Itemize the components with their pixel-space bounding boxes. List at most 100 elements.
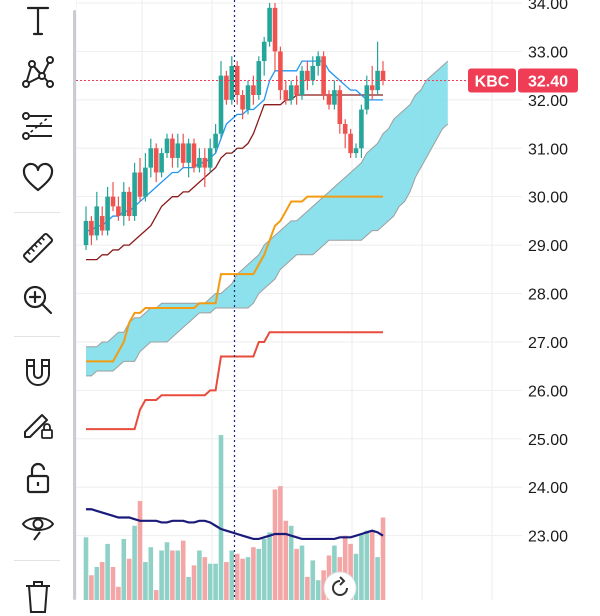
unlock-icon [26,462,50,494]
text-icon [26,6,50,36]
volume-bar [94,567,100,600]
candle-body [321,56,326,95]
volume-bar [224,562,229,600]
candle-body [164,138,170,154]
volume-bar [207,563,213,600]
ichimoku-cloud [86,60,449,377]
candle-body [310,65,316,81]
zoom-tool[interactable] [18,280,58,320]
pencil-lock-icon [24,414,53,439]
volume-bar [170,550,175,600]
candle-body [224,75,229,100]
price-chart[interactable]: 34.00 33.00 32.00 31.00 30.00 29.00 28.00 27.00… [76,0,600,600]
volume-bar [153,590,159,600]
volume-bar [126,558,132,600]
volume-bar [121,538,127,600]
ruler-tool[interactable] [18,228,58,268]
volume-bar [380,517,386,600]
candle-body [105,196,110,231]
candle-body [359,109,364,149]
lock-drawing-tool[interactable] [18,404,58,444]
candle-body [202,157,208,168]
volume-bar [359,534,364,600]
candle-body [175,143,181,158]
candle-body [305,70,310,81]
candle-body [229,65,235,100]
price-tick-label: 27.00 [528,335,568,352]
price-tick-label: 24.00 [528,480,568,497]
reset-icon [332,580,348,596]
candle-body [83,220,89,246]
candle-body [116,206,121,217]
price-tick-label: 34.00 [528,0,568,13]
price-tick-label: 28.00 [528,287,568,304]
candle-body [342,124,348,134]
volume-bar [310,560,316,600]
last-price-badge [518,68,578,93]
price-axis: 34.00 33.00 32.00 31.00 30.00 29.00 28.00 27.00… [528,0,568,546]
candle-body [369,85,375,91]
volume-bar [353,553,359,600]
price-tick-label: 23.00 [528,529,568,546]
candle-body [94,206,100,236]
volume-bar [283,520,289,600]
candle-body [288,85,294,100]
reset-icon-arrow [339,576,346,586]
candle-body [299,70,305,95]
chart-grid [76,0,522,600]
volume-bar [218,435,224,600]
remove-tool[interactable] [18,576,58,616]
volume-bar [348,543,353,600]
toolbar-scrollbar[interactable] [73,10,76,600]
reset-button[interactable] [323,571,357,600]
fib-tool[interactable] [18,106,58,146]
volume-bar [342,535,348,600]
volume-bar [294,548,299,600]
zoom-in-icon [23,285,53,315]
hide-tool[interactable] [18,506,58,546]
candle-body [170,138,175,158]
reset-button-bg [323,571,357,600]
candle-body [267,7,272,42]
candle-body [315,56,321,66]
volume-bar [321,570,326,600]
candle-body [272,7,278,52]
candle-body [159,153,164,173]
volume-bar [213,563,218,600]
pattern-tool[interactable] [18,52,58,92]
price-tick-label: 32.00 [528,93,568,110]
volume-ma-line [86,508,384,541]
text-tool[interactable] [18,0,58,40]
cloud-lower-line [86,123,449,377]
volume-bar [132,525,137,600]
candle-body [197,157,202,168]
volume-bar [234,553,240,600]
volume-bar [191,565,197,600]
volume-bar [202,557,208,600]
price-tick-label: 26.00 [528,383,568,400]
orange-step-line [86,195,383,363]
volume-bar [364,530,370,600]
volume-bar [229,550,235,600]
candle-body [132,172,137,217]
candle-body [348,133,353,154]
candle-body [353,148,359,154]
last-price-value: 32.40 [528,73,568,90]
candle-body [143,167,148,197]
magnet-tool[interactable] [18,352,58,392]
volume-bar [240,558,245,600]
lock-all-tool[interactable] [18,458,58,498]
volume-bar [83,537,89,600]
candle-body [364,85,370,110]
toolbar-divider [14,336,60,337]
volume-bar [256,548,262,600]
toolbar-divider [14,560,60,561]
volume-bar [261,538,267,600]
toolbar-divider [14,212,60,213]
candle-body [380,70,386,81]
favorites-tool[interactable] [18,158,58,198]
heart-icon [22,162,54,192]
candle-body [218,75,224,134]
candle-body [89,220,94,236]
candle-body [191,143,197,168]
